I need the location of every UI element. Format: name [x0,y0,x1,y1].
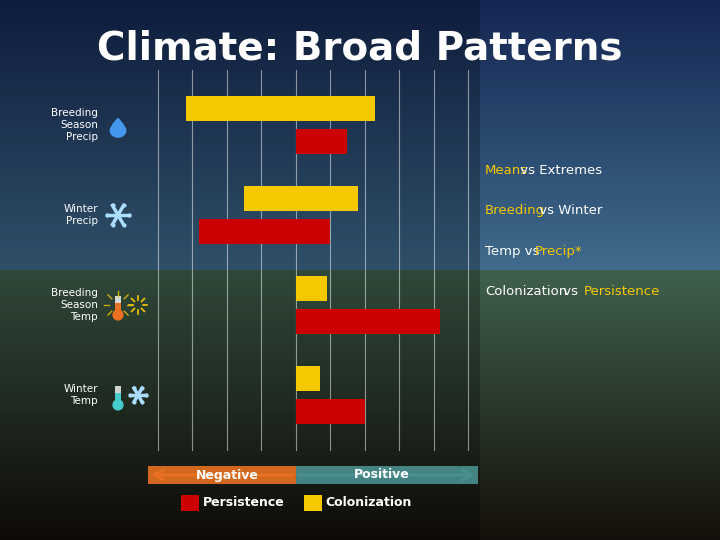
Bar [304,495,322,511]
Text: Winter
Temp: Winter Temp [63,384,98,406]
Bar [114,296,121,314]
Bar [296,308,441,334]
Bar [296,366,320,391]
Text: vs: vs [559,285,582,298]
Bar [186,96,375,122]
Text: Persistence: Persistence [584,285,660,298]
Bar [244,186,358,211]
Bar [148,466,296,484]
Circle shape [113,310,123,320]
Text: vs Extremes: vs Extremes [516,164,602,177]
Bar [199,219,330,244]
Bar [296,129,348,154]
Bar [296,276,327,301]
Bar [114,386,121,404]
Text: Colonization: Colonization [325,496,412,510]
Text: Temp vs: Temp vs [485,245,544,258]
Text: Positive: Positive [354,469,410,482]
Bar [0,0,480,540]
Text: Negative: Negative [195,469,258,482]
Circle shape [113,400,123,410]
Polygon shape [110,124,126,137]
Polygon shape [112,118,124,125]
Text: Winter
Precip: Winter Precip [63,204,98,226]
Text: Breeding
Season
Temp: Breeding Season Temp [51,288,98,322]
Bar [115,303,121,313]
Bar [296,399,364,424]
Text: Climate: Broad Patterns: Climate: Broad Patterns [97,30,623,68]
Bar [115,393,121,403]
Text: Precip*: Precip* [534,245,582,258]
Text: Breeding: Breeding [485,204,545,217]
Bar [296,466,478,484]
Text: Persistence: Persistence [203,496,284,510]
Text: vs Winter: vs Winter [534,204,602,217]
Text: Means: Means [485,164,528,177]
Text: Breeding
Season
Precip: Breeding Season Precip [51,107,98,143]
Text: Colonization: Colonization [485,285,567,298]
Bar [181,495,199,511]
